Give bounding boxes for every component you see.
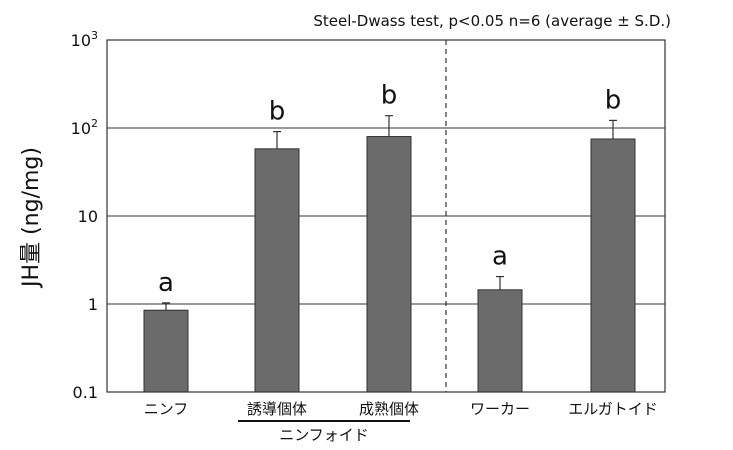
bar <box>590 138 636 393</box>
y-tick-label: 103 <box>71 29 98 50</box>
significance-letters: a b b a b <box>158 81 621 298</box>
error-bars <box>162 115 617 311</box>
bar <box>254 148 300 393</box>
x-tick-labels: ニンフ 誘導個体 成熟個体 ワーカー エルガトイド <box>144 400 658 418</box>
bar <box>477 289 523 393</box>
y-tick-label: 102 <box>71 117 98 138</box>
y-tick-label: 0.1 <box>73 383 98 402</box>
significance-letter: a <box>158 268 174 298</box>
bar <box>366 136 412 393</box>
significance-letter: b <box>381 81 398 111</box>
bars <box>143 136 636 393</box>
x-tick-label: 誘導個体 <box>247 400 307 418</box>
test-annotation: Steel-Dwass test, p<0.05 n=6 (average ± … <box>313 12 671 30</box>
group-label: ニンフォイド <box>279 426 369 444</box>
y-tick-label: 10 <box>78 207 98 226</box>
significance-letter: b <box>605 85 622 115</box>
bar <box>143 309 189 393</box>
x-tick-label: エルガトイド <box>568 400 658 418</box>
significance-letter: a <box>492 242 508 272</box>
y-tick-labels: 0.1 1 10 102 103 <box>71 29 98 402</box>
x-tick-label: ニンフ <box>144 400 189 418</box>
significance-letter: b <box>269 97 286 127</box>
x-tick-label: ワーカー <box>470 400 530 418</box>
y-axis-label: JH量 (ng/mg) <box>19 147 44 289</box>
y-tick-label: 1 <box>88 295 98 314</box>
x-tick-label: 成熟個体 <box>359 400 419 418</box>
plot-frame <box>106 39 666 393</box>
